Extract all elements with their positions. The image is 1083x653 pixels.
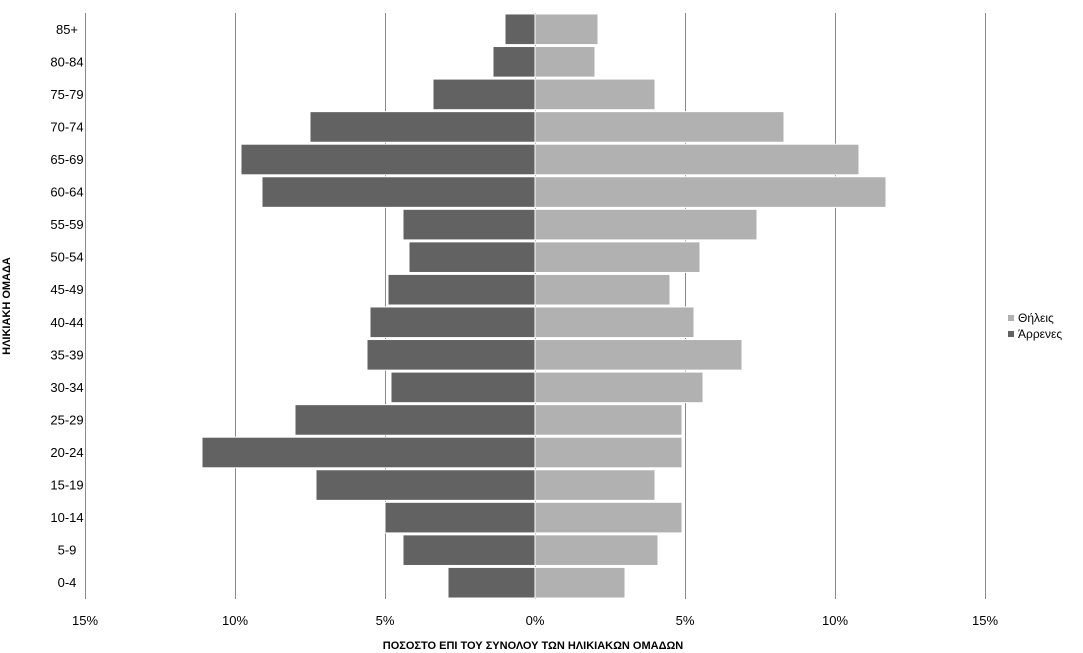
bar-females-70-74: [534, 111, 785, 143]
y-tick-label-70-74: 70-74: [50, 119, 83, 134]
y-tick-label-65-69: 65-69: [50, 152, 83, 167]
y-tick-label-45-49: 45-49: [50, 282, 83, 297]
x-tick-label-6: 15%: [972, 613, 998, 628]
bar-males-75-79: [432, 78, 536, 111]
x-tick-labels: 15% 10% 5% 0% 5% 10% 15%: [72, 613, 998, 628]
x-tick-label-1: 10%: [222, 613, 248, 628]
legend: Θήλεις Άρρενες: [1008, 311, 1062, 341]
bar-females-0-4: [534, 566, 626, 599]
y-tick-label-75-79: 75-79: [50, 87, 83, 102]
legend-swatch-females: [1008, 315, 1014, 321]
bar-males-25-29: [294, 404, 536, 436]
x-tick-label-4: 5%: [676, 613, 695, 628]
bar-males-35-39: [366, 339, 536, 371]
bar-females-20-24: [534, 436, 683, 469]
bar-males-50-54: [408, 241, 536, 273]
gridlines: [85, 13, 986, 599]
bar-males-5-9: [402, 534, 536, 566]
bar-females-75-79: [534, 78, 656, 111]
legend-label-males: Άρρενες: [1018, 327, 1062, 341]
x-tick-label-0: 15%: [72, 613, 98, 628]
bar-females-50-54: [534, 241, 701, 273]
bar-females-60-64: [534, 176, 887, 208]
y-tick-label-30-34: 30-34: [50, 380, 83, 395]
bar-females-30-34: [534, 371, 704, 404]
x-tick-label-3: 0%: [526, 613, 545, 628]
bar-males-40-44: [369, 306, 536, 339]
y-tick-label-20-24: 20-24: [50, 445, 83, 460]
y-axis-title: ΗΛΙΚΙΑΚΗ ΟΜΑΔΑ: [1, 257, 13, 355]
bar-males-30-34: [390, 371, 536, 404]
y-tick-label-85+: 85+: [56, 22, 78, 37]
y-tick-labels: 0-4 5-9 10-14 15-19 20-24 25-29 30-34 35-39 40-4…: [50, 22, 83, 590]
bar-females-45-49: [534, 273, 671, 306]
x-tick-label-5: 10%: [822, 613, 848, 628]
bar-males-45-49: [387, 273, 536, 306]
bar-males-15-19: [315, 469, 536, 501]
bar-males-0-4: [447, 566, 536, 599]
bar-females-10-14: [534, 501, 683, 534]
bar-males-70-74: [309, 111, 536, 143]
y-tick-label-50-54: 50-54: [50, 250, 83, 265]
y-tick-label-0-4: 0-4: [58, 575, 77, 590]
bar-males-10-14: [384, 501, 536, 534]
x-tick-label-2: 5%: [376, 613, 395, 628]
bar-females-5-9: [534, 534, 659, 566]
y-tick-label-55-59: 55-59: [50, 217, 83, 232]
bars: [201, 13, 887, 599]
bar-males-55-59: [402, 208, 536, 241]
y-tick-label-5-9: 5-9: [58, 543, 77, 558]
bar-females-55-59: [534, 208, 758, 241]
legend-swatch-males: [1008, 331, 1014, 337]
bar-females-85+: [534, 13, 599, 46]
bar-females-15-19: [534, 469, 656, 501]
bar-males-60-64: [261, 176, 536, 208]
bar-males-20-24: [201, 436, 536, 469]
bar-males-80-84: [492, 46, 536, 78]
y-tick-label-10-14: 10-14: [50, 510, 83, 525]
y-tick-label-25-29: 25-29: [50, 412, 83, 427]
bar-females-25-29: [534, 404, 683, 436]
bar-males-65-69: [240, 143, 536, 176]
y-tick-label-80-84: 80-84: [50, 54, 83, 69]
y-tick-label-40-44: 40-44: [50, 315, 83, 330]
bar-females-65-69: [534, 143, 860, 176]
y-tick-label-60-64: 60-64: [50, 185, 83, 200]
legend-label-females: Θήλεις: [1018, 311, 1054, 325]
bar-females-80-84: [534, 46, 596, 78]
bar-females-40-44: [534, 306, 695, 339]
y-tick-label-15-19: 15-19: [50, 478, 83, 493]
bar-males-85+: [504, 13, 536, 46]
y-tick-label-35-39: 35-39: [50, 347, 83, 362]
x-axis-title: ΠΟΣΟΣΤΟ ΕΠΙ ΤΟΥ ΣΥΝΟΛΟΥ ΤΩΝ ΗΛΙΚΙΑΚΩΝ ΟΜ…: [383, 640, 684, 652]
bar-females-35-39: [534, 339, 743, 371]
